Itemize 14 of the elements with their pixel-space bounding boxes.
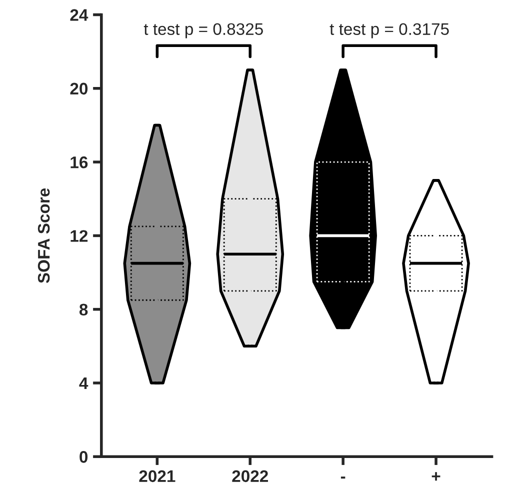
y-tick-label: 8: [79, 304, 88, 316]
x-tick-label: -: [340, 476, 346, 479]
y-tick-label: 12: [70, 230, 88, 242]
annotation: t test p = 0.8325: [144, 23, 263, 38]
y-tick-label: 24: [70, 9, 88, 21]
y-tick-label: 0: [80, 451, 88, 463]
y-tick-label: 4: [79, 378, 88, 390]
y-axis-title: SOFA Score: [38, 188, 50, 284]
y-tick-label: 20: [70, 82, 88, 95]
x-tick-label: 2022: [232, 470, 268, 482]
annotation: t test p = 0.3175: [330, 23, 449, 38]
y-tick-label: 16: [70, 156, 88, 168]
x-tick-label: 2021: [139, 470, 176, 482]
x-tick-label: +: [432, 472, 440, 481]
